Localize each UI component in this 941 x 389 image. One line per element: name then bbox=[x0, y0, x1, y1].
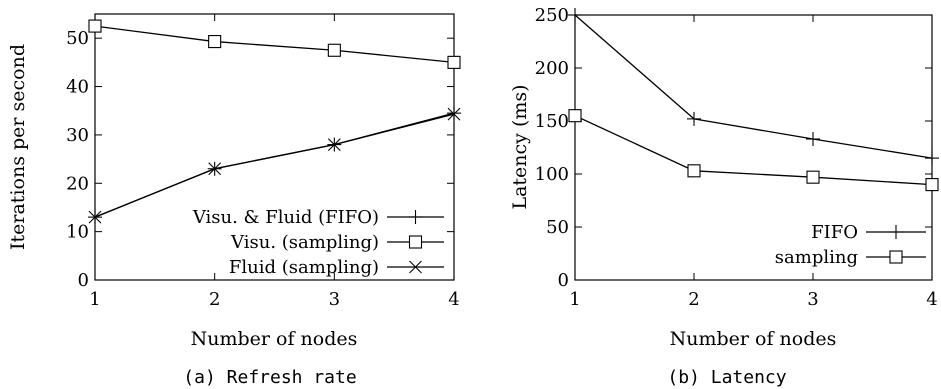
y-ticks: 0 50 100 150 200 250 bbox=[535, 5, 932, 291]
data-point bbox=[447, 106, 461, 121]
data-point bbox=[208, 35, 222, 49]
data-point bbox=[687, 111, 701, 126]
y-tick-label: 40 bbox=[66, 77, 89, 98]
y-tick-label: 250 bbox=[535, 5, 569, 26]
legend-label: FIFO bbox=[811, 222, 858, 243]
legend-marker bbox=[889, 225, 903, 239]
plot-frame bbox=[574, 14, 933, 281]
x-tick-label: 2 bbox=[688, 289, 699, 310]
data-point bbox=[925, 151, 939, 166]
series-line bbox=[574, 14, 933, 159]
legend-marker bbox=[889, 250, 903, 264]
legend-marker bbox=[408, 235, 423, 249]
y-tick-label: 150 bbox=[535, 111, 569, 132]
x-axis-label: Number of nodes bbox=[191, 328, 358, 350]
y-tick-label: 30 bbox=[66, 125, 89, 146]
data-point bbox=[687, 164, 701, 178]
series-line bbox=[94, 113, 455, 218]
x-axis-label: Number of nodes bbox=[670, 328, 837, 350]
data-point bbox=[327, 138, 341, 151]
legend-marker bbox=[409, 260, 422, 274]
y-tick-label: 200 bbox=[535, 58, 569, 79]
data-point bbox=[88, 19, 102, 33]
data-point bbox=[327, 43, 341, 57]
x-tick-label: 2 bbox=[209, 289, 220, 310]
legend-entry: Visu. & Fluid (FIFO) bbox=[192, 207, 444, 228]
data-point bbox=[925, 178, 939, 192]
legend-label: Visu. & Fluid (FIFO) bbox=[192, 207, 379, 228]
y-tick-label: 10 bbox=[66, 222, 89, 243]
x-tick-label: 4 bbox=[926, 289, 937, 310]
y-axis-label: Latency (ms) bbox=[509, 84, 531, 209]
series-line bbox=[94, 112, 455, 218]
data-point bbox=[447, 55, 461, 69]
x-tick-label: 3 bbox=[329, 289, 340, 310]
y-ticks: 0 10 20 30 40 50 bbox=[66, 28, 454, 291]
x-ticks: 1 2 3 4 bbox=[569, 15, 938, 310]
x-ticks: 1 2 3 4 bbox=[89, 14, 460, 310]
series-line bbox=[574, 115, 933, 186]
chart-latency: 0 50 100 150 200 250 1 2 3 4 FIFO sampling Number… bbox=[509, 5, 939, 388]
series-cross bbox=[88, 107, 461, 224]
y-tick-label: 50 bbox=[546, 217, 569, 238]
series-group bbox=[568, 8, 939, 192]
legend-entry: sampling bbox=[775, 247, 926, 268]
caption: (a) Refresh rate bbox=[183, 367, 356, 388]
y-tick-label: 20 bbox=[66, 173, 89, 194]
data-point bbox=[806, 132, 820, 147]
series-square bbox=[88, 19, 461, 69]
data-point bbox=[447, 107, 461, 121]
legend-marker bbox=[408, 210, 423, 224]
series-square bbox=[568, 109, 939, 192]
plot-frame bbox=[94, 13, 455, 281]
legend: Visu. & Fluid (FIFO) Visu. (sampling) Flui… bbox=[192, 207, 444, 278]
x-tick-label: 1 bbox=[569, 289, 580, 310]
series-line bbox=[94, 25, 455, 64]
x-tick-label: 3 bbox=[807, 289, 818, 310]
y-tick-label: 0 bbox=[558, 270, 569, 291]
y-tick-label: 100 bbox=[535, 164, 569, 185]
caption: (b) Latency bbox=[667, 367, 786, 388]
legend-label: sampling bbox=[775, 247, 858, 268]
data-point bbox=[806, 170, 820, 184]
x-tick-label: 1 bbox=[89, 289, 100, 310]
legend-entry: Fluid (sampling) bbox=[229, 257, 444, 278]
legend: FIFO sampling bbox=[775, 222, 926, 268]
data-point bbox=[208, 162, 222, 176]
legend-entry: FIFO bbox=[811, 222, 926, 243]
series-plus bbox=[568, 8, 939, 166]
y-axis-label: Iterations per second bbox=[7, 44, 29, 250]
x-tick-label: 4 bbox=[448, 289, 459, 310]
data-point bbox=[568, 109, 582, 123]
legend-label: Fluid (sampling) bbox=[229, 257, 379, 278]
legend-entry: Visu. (sampling) bbox=[230, 232, 444, 253]
y-tick-label: 0 bbox=[78, 270, 89, 291]
legend-label: Visu. (sampling) bbox=[230, 232, 379, 253]
y-tick-label: 50 bbox=[66, 28, 89, 49]
data-point bbox=[88, 210, 102, 224]
series-group bbox=[88, 19, 461, 225]
data-point bbox=[568, 8, 582, 22]
